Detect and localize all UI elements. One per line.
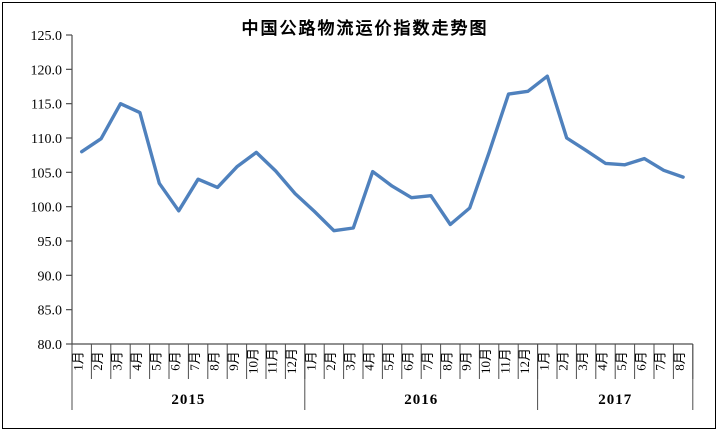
y-axis-tick-label: 80.0 bbox=[38, 338, 63, 353]
y-axis-tick-label: 115.0 bbox=[31, 98, 62, 113]
month-label: 6月 bbox=[401, 351, 416, 371]
month-label: 1月 bbox=[71, 351, 86, 371]
y-axis-tick-label: 85.0 bbox=[38, 304, 63, 319]
year-label: 2016 bbox=[404, 392, 438, 408]
month-label: 9月 bbox=[226, 351, 241, 371]
month-label: 3月 bbox=[575, 351, 590, 371]
month-label: 9月 bbox=[459, 351, 474, 371]
month-label: 6月 bbox=[633, 351, 648, 371]
year-label: 2015 bbox=[171, 392, 205, 408]
month-label: 5月 bbox=[148, 351, 163, 371]
y-axis-tick-label: 95.0 bbox=[38, 235, 63, 250]
month-label: 8月 bbox=[672, 351, 687, 371]
month-label: 3月 bbox=[342, 351, 357, 371]
month-label: 12月 bbox=[284, 348, 299, 374]
y-axis-tick-label: 125.0 bbox=[31, 29, 63, 44]
y-axis-tick-label: 105.0 bbox=[31, 166, 63, 181]
y-axis-tick-label: 90.0 bbox=[38, 269, 63, 284]
month-label: 7月 bbox=[187, 351, 202, 371]
month-label: 7月 bbox=[653, 351, 668, 371]
month-label: 2月 bbox=[90, 351, 105, 371]
month-label: 10月 bbox=[245, 348, 260, 374]
month-label: 1月 bbox=[536, 351, 551, 371]
y-axis-tick-label: 100.0 bbox=[31, 201, 63, 216]
y-axis-tick-label: 110.0 bbox=[31, 132, 62, 147]
month-label: 8月 bbox=[439, 351, 454, 371]
freight-index-trend-line bbox=[79, 74, 685, 233]
month-label: 4月 bbox=[595, 351, 610, 371]
chart-title: 中国公路物流运价指数走势图 bbox=[241, 19, 489, 38]
month-label: 2月 bbox=[556, 351, 571, 371]
month-label: 8月 bbox=[207, 351, 222, 371]
month-label: 12月 bbox=[517, 348, 532, 374]
month-label: 6月 bbox=[168, 351, 183, 371]
month-label: 2月 bbox=[323, 351, 338, 371]
year-label: 2017 bbox=[598, 392, 632, 408]
month-label: 10月 bbox=[478, 348, 493, 374]
chart-border bbox=[2, 2, 716, 429]
month-label: 1月 bbox=[304, 351, 319, 371]
month-label: 5月 bbox=[381, 351, 396, 371]
month-label: 11月 bbox=[498, 348, 513, 374]
y-axis-tick-label: 120.0 bbox=[31, 63, 63, 78]
month-label: 3月 bbox=[110, 351, 125, 371]
month-label: 5月 bbox=[614, 351, 629, 371]
month-label: 7月 bbox=[420, 351, 435, 371]
month-label: 4月 bbox=[362, 351, 377, 371]
month-label: 11月 bbox=[265, 348, 280, 374]
month-label: 4月 bbox=[129, 351, 144, 371]
